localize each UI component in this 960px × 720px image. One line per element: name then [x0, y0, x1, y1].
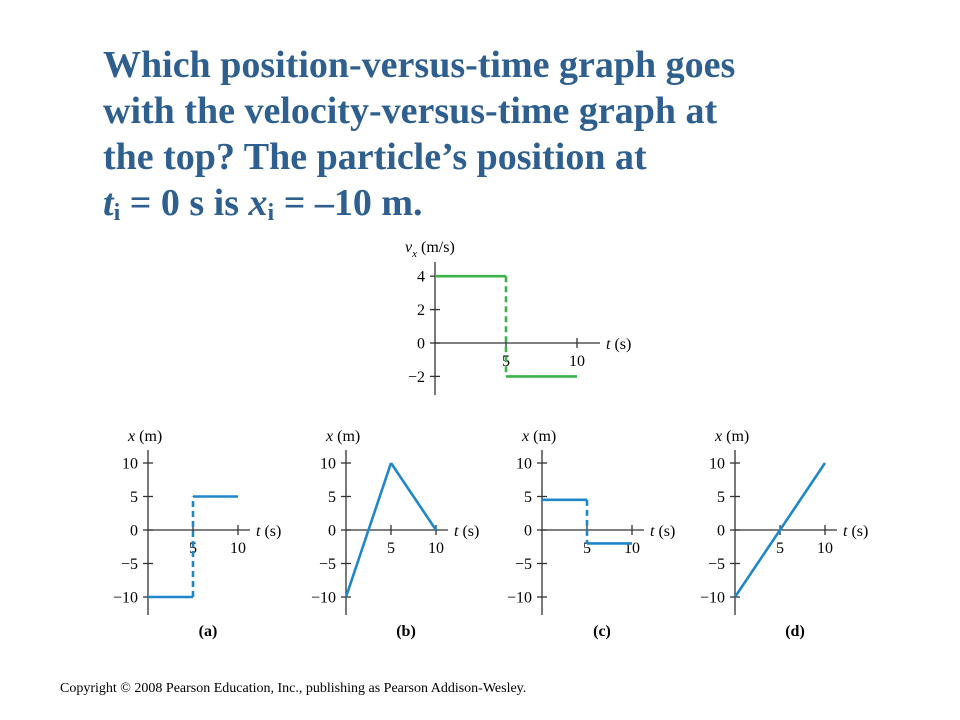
chart-a-ylabel: x (m) — [127, 428, 162, 445]
chart-a-ytick-label-1: 5 — [130, 489, 138, 506]
chart-d-caption: (d) — [785, 623, 805, 640]
chart-a-xtick-label-1: 10 — [230, 540, 246, 557]
chart-velocity-xlabel: t (s) — [606, 336, 631, 353]
chart-c-ylabel: x (m) — [521, 428, 556, 445]
chart-d-xlabel: t (s) — [843, 523, 868, 540]
chart-c-ytick-label-3: −5 — [515, 556, 532, 573]
chart-b-xtick-label-1: 10 — [428, 540, 444, 557]
chart-velocity-ytick-label-2: 0 — [417, 336, 425, 353]
chart-b-xlabel: t (s) — [454, 523, 479, 540]
chart-d-segment-0 — [733, 462, 827, 598]
question-eq-1: = 0 s is — [120, 182, 249, 224]
chart-c-caption: (c) — [593, 623, 611, 640]
t-symbol: t — [103, 182, 114, 224]
chart-d-ytick-label-2: 0 — [717, 523, 725, 540]
question-line-4: ti = 0 s is xi = –10 m. — [103, 180, 923, 226]
question-text: Which position-versus-time graph goes wi… — [103, 42, 923, 226]
copyright-notice: Copyright © 2008 Pearson Education, Inc.… — [60, 681, 527, 696]
chart-b-segment-0 — [344, 462, 393, 598]
t-subscript: i — [113, 200, 121, 226]
x-symbol: x — [248, 182, 268, 224]
x-subscript: i — [267, 200, 275, 226]
chart-d-ytick-label-0: 10 — [709, 456, 725, 473]
chart-b-ytick-label-0: 10 — [320, 456, 336, 473]
chart-a-ytick-label-0: 10 — [122, 456, 138, 473]
chart-c-ytick-label-2: 0 — [524, 523, 532, 540]
chart-a-ytick-label-4: −10 — [113, 590, 138, 607]
question-line-3: the top? The particle’s position at — [103, 136, 647, 178]
chart-b-ylabel: x (m) — [325, 428, 360, 445]
chart-c-ytick-label-4: −10 — [507, 590, 532, 607]
chart-d-ytick-label-4: −10 — [700, 590, 725, 607]
chart-c-xlabel: t (s) — [650, 523, 675, 540]
question-line-2: with the velocity-versus-time graph at — [103, 90, 718, 132]
chart-b-segment-1 — [389, 462, 438, 531]
chart-d-ylabel: x (m) — [714, 428, 749, 445]
chart-velocity-ytick-label-1: 2 — [417, 302, 425, 319]
chart-a-ytick-label-2: 0 — [130, 523, 138, 540]
chart-a-caption: (a) — [199, 623, 218, 640]
chart-b-xtick-label-0: 5 — [387, 540, 395, 557]
chart-c-ytick-label-1: 5 — [524, 489, 532, 506]
chart-velocity-xtick-label-1: 10 — [569, 353, 585, 370]
question-line-1: Which position-versus-time graph goes — [103, 44, 736, 86]
chart-d-ytick-label-3: −5 — [708, 556, 725, 573]
chart-b-ytick-label-2: 0 — [328, 523, 336, 540]
chart-b-ytick-label-4: −10 — [311, 590, 336, 607]
chart-velocity-ylabel: vx (m/s) — [405, 239, 455, 260]
question-eq-2: = –10 m. — [274, 182, 423, 224]
chart-c-ytick-label-0: 10 — [516, 456, 532, 473]
chart-d-xtick-label-1: 10 — [817, 540, 833, 557]
chart-a-ytick-label-3: −5 — [121, 556, 138, 573]
chart-c-xtick-label-0: 5 — [583, 540, 591, 557]
chart-d-xtick-label-0: 5 — [776, 540, 784, 557]
chart-velocity-ytick-label-3: −2 — [408, 369, 425, 386]
chart-a-xlabel: t (s) — [256, 523, 281, 540]
chart-b-caption: (b) — [396, 623, 416, 640]
chart-velocity-ytick-label-0: 4 — [417, 269, 425, 286]
chart-d-ytick-label-1: 5 — [717, 489, 725, 506]
chart-a-xtick-label-0: 5 — [189, 540, 197, 557]
chart-b-ytick-label-3: −5 — [319, 556, 336, 573]
chart-b-ytick-label-1: 5 — [328, 489, 336, 506]
